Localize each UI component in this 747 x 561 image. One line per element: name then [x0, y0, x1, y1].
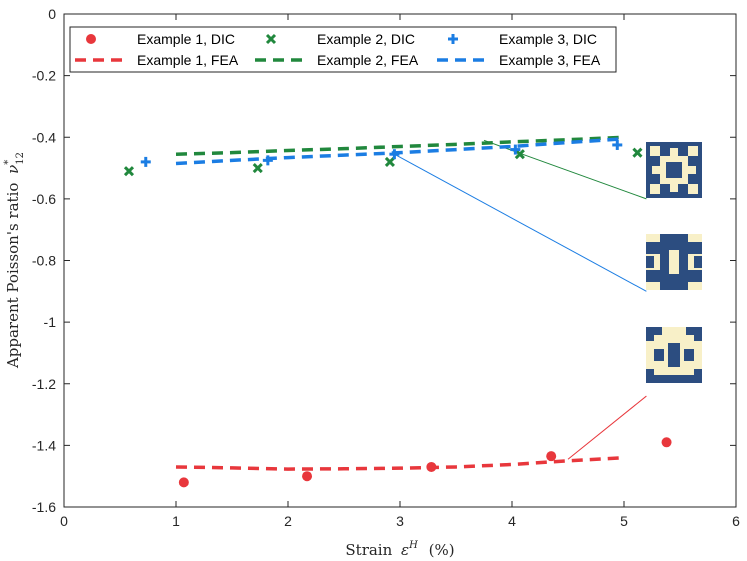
y-axis-label-superscript: *: [3, 160, 14, 165]
x-axis-label-superscript: H: [408, 540, 418, 551]
example-1-dic-point: [302, 471, 313, 482]
legend-swatch-example-1-dic: [86, 34, 96, 44]
x-axis-label-text: Strain: [345, 541, 392, 559]
example-2-fea-line: [175, 135, 625, 156]
example-2-dic-point: [252, 163, 263, 174]
x-tick-label: 2: [284, 513, 292, 529]
y-axis-label-symbol: ν: [4, 165, 22, 174]
x-tick-label: 1: [172, 513, 180, 529]
ticks-layer: 0 1 2 3 4 5 6 0 -0.2 -0.4 -0.6 -0.8 -1 -1.2 -1.4 -1.6: [32, 6, 740, 529]
y-tick-label: 0: [48, 6, 56, 22]
leader-red: [567, 395, 647, 460]
unit-cell-example-2-inset: [646, 142, 702, 198]
example-1-dic-point: [661, 437, 672, 448]
legend-label-example-3-dic: Example 3, DIC: [499, 31, 597, 47]
legend-swatch-example-2-dic: [265, 33, 277, 45]
unit-cell-example-1-inset: [646, 327, 702, 383]
unit-cell-example-3-inset: [646, 234, 702, 290]
x-tick-label: 3: [396, 513, 404, 529]
legend-label-example-2-dic: Example 2, DIC: [317, 31, 415, 47]
example-3-dic-point: [510, 144, 521, 155]
x-axis-label-symbol: ε: [401, 541, 409, 559]
y-tick-label: -0.4: [32, 129, 56, 145]
y-axis-label-subscript: 12: [15, 152, 26, 165]
x-tick-label: 0: [60, 513, 68, 529]
legend: Example 1, DIC Example 2, DIC Example 3, D…: [75, 31, 601, 68]
y-axis-label-text: Apparent Poisson's ratio: [4, 183, 22, 369]
y-tick-label: -1.4: [32, 437, 56, 453]
legend-label-example-3-fea: Example 3, FEA: [499, 52, 601, 68]
y-tick-label: -1: [44, 314, 57, 330]
example-3-dic-point: [140, 156, 151, 167]
leader-blue: [394, 153, 647, 292]
legend-label-example-2-fea: Example 2, FEA: [317, 52, 419, 68]
example-1-fea-line: [175, 455, 625, 471]
example-3-fea-line: [175, 137, 625, 166]
example-1-dic-point: [178, 477, 189, 488]
x-tick-label: 5: [620, 513, 628, 529]
example-1-dic-point: [546, 451, 557, 462]
y-tick-label: -0.8: [32, 253, 56, 269]
example-3-dic-point: [612, 139, 623, 150]
y-axis-label: Apparent Poisson's ratio ν*12: [3, 152, 26, 369]
legend-label-example-1-fea: Example 1, FEA: [137, 52, 239, 68]
example-2-dic-point: [514, 149, 525, 160]
legend-swatch-example-3-dic: [448, 34, 458, 44]
x-tick-label: 6: [732, 513, 740, 529]
x-axis-label-unit: (%): [429, 541, 455, 559]
y-tick-label: -1.2: [32, 376, 56, 392]
x-axis-label: Strain εH (%): [345, 534, 454, 559]
legend-box: [69, 26, 617, 73]
example-2-dic-point: [123, 166, 135, 177]
plot-area: [63, 13, 737, 508]
example-2-dic-point: [632, 147, 643, 158]
example-2-dic-point: [384, 156, 395, 167]
x-tick-label: 4: [508, 513, 516, 529]
legend-label-example-1-dic: Example 1, DIC: [137, 31, 235, 47]
series-layer: [123, 135, 672, 488]
y-tick-label: -0.6: [32, 191, 56, 207]
y-tick-label: -0.2: [32, 68, 56, 84]
y-tick-label: -1.6: [32, 499, 56, 515]
